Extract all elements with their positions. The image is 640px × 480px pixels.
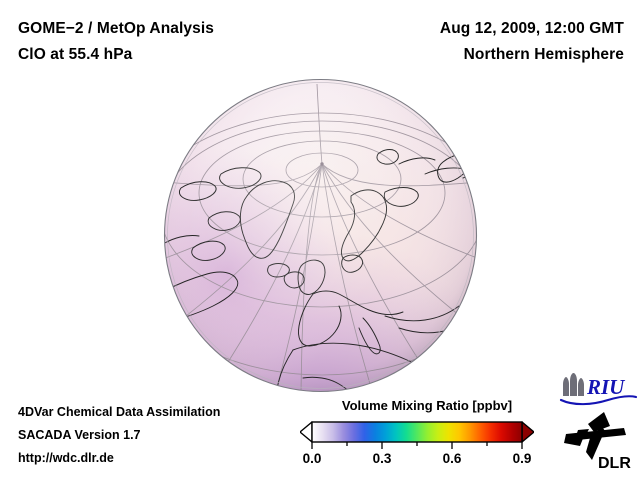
dlr-logo-mark (564, 412, 626, 460)
globe-inner-ring (167, 82, 474, 389)
globe-limb-outline (163, 78, 478, 393)
credit-line-version: SACADA Version 1.7 (18, 428, 141, 442)
colorbar-scale (300, 421, 534, 449)
colorbar-title: Volume Mixing Ratio [ppbv] (341, 398, 513, 413)
page-title: GOME−2 / MetOp Analysis (18, 20, 214, 37)
header-right: Aug 12, 2009, 12:00 GMT Northern Hemisph… (324, 16, 624, 68)
globe-limb-shading (164, 79, 477, 392)
colorbar-tick-label-2: 0.6 (442, 451, 462, 466)
globe-map (163, 78, 478, 393)
colorbar-tick-label-0: 0.0 (302, 451, 322, 466)
species-level-subtitle: ClO at 55.4 hPa (18, 46, 133, 63)
colorbar-tick-label-3: 0.9 (512, 451, 532, 466)
hemisphere-label: Northern Hemisphere (463, 46, 624, 63)
colorbar-extend-max (521, 421, 534, 443)
dlr-logo: DLR (562, 410, 636, 472)
north-pole-marker (320, 162, 324, 166)
credits-block: 4DVar Chemical Data Assimilation SACADA … (18, 401, 220, 470)
colorbar-ticks (311, 442, 523, 449)
timestamp-label: Aug 12, 2009, 12:00 GMT (439, 20, 624, 37)
riu-logo-text: RIU (586, 375, 626, 399)
colorbar-extend-min (300, 421, 313, 443)
riu-logo-swoosh (559, 395, 638, 406)
header-left: GOME−2 / MetOp Analysis ClO at 55.4 hPa (18, 16, 338, 68)
credit-line-method: 4DVar Chemical Data Assimilation (18, 405, 221, 419)
riu-logo: RIU (558, 372, 638, 406)
riu-logo-bars (563, 373, 584, 396)
credit-line-url[interactable]: http://wdc.dlr.de (18, 451, 114, 465)
colorbar-gradient (312, 422, 522, 442)
colorbar-tick-labels: 0.0 0.3 0.6 0.9 (300, 451, 550, 469)
colorbar-tick-label-1: 0.3 (372, 451, 392, 466)
colorbar: Volume Mixing Ratio [ppbv] (300, 398, 550, 469)
dlr-logo-text: DLR (598, 455, 631, 472)
